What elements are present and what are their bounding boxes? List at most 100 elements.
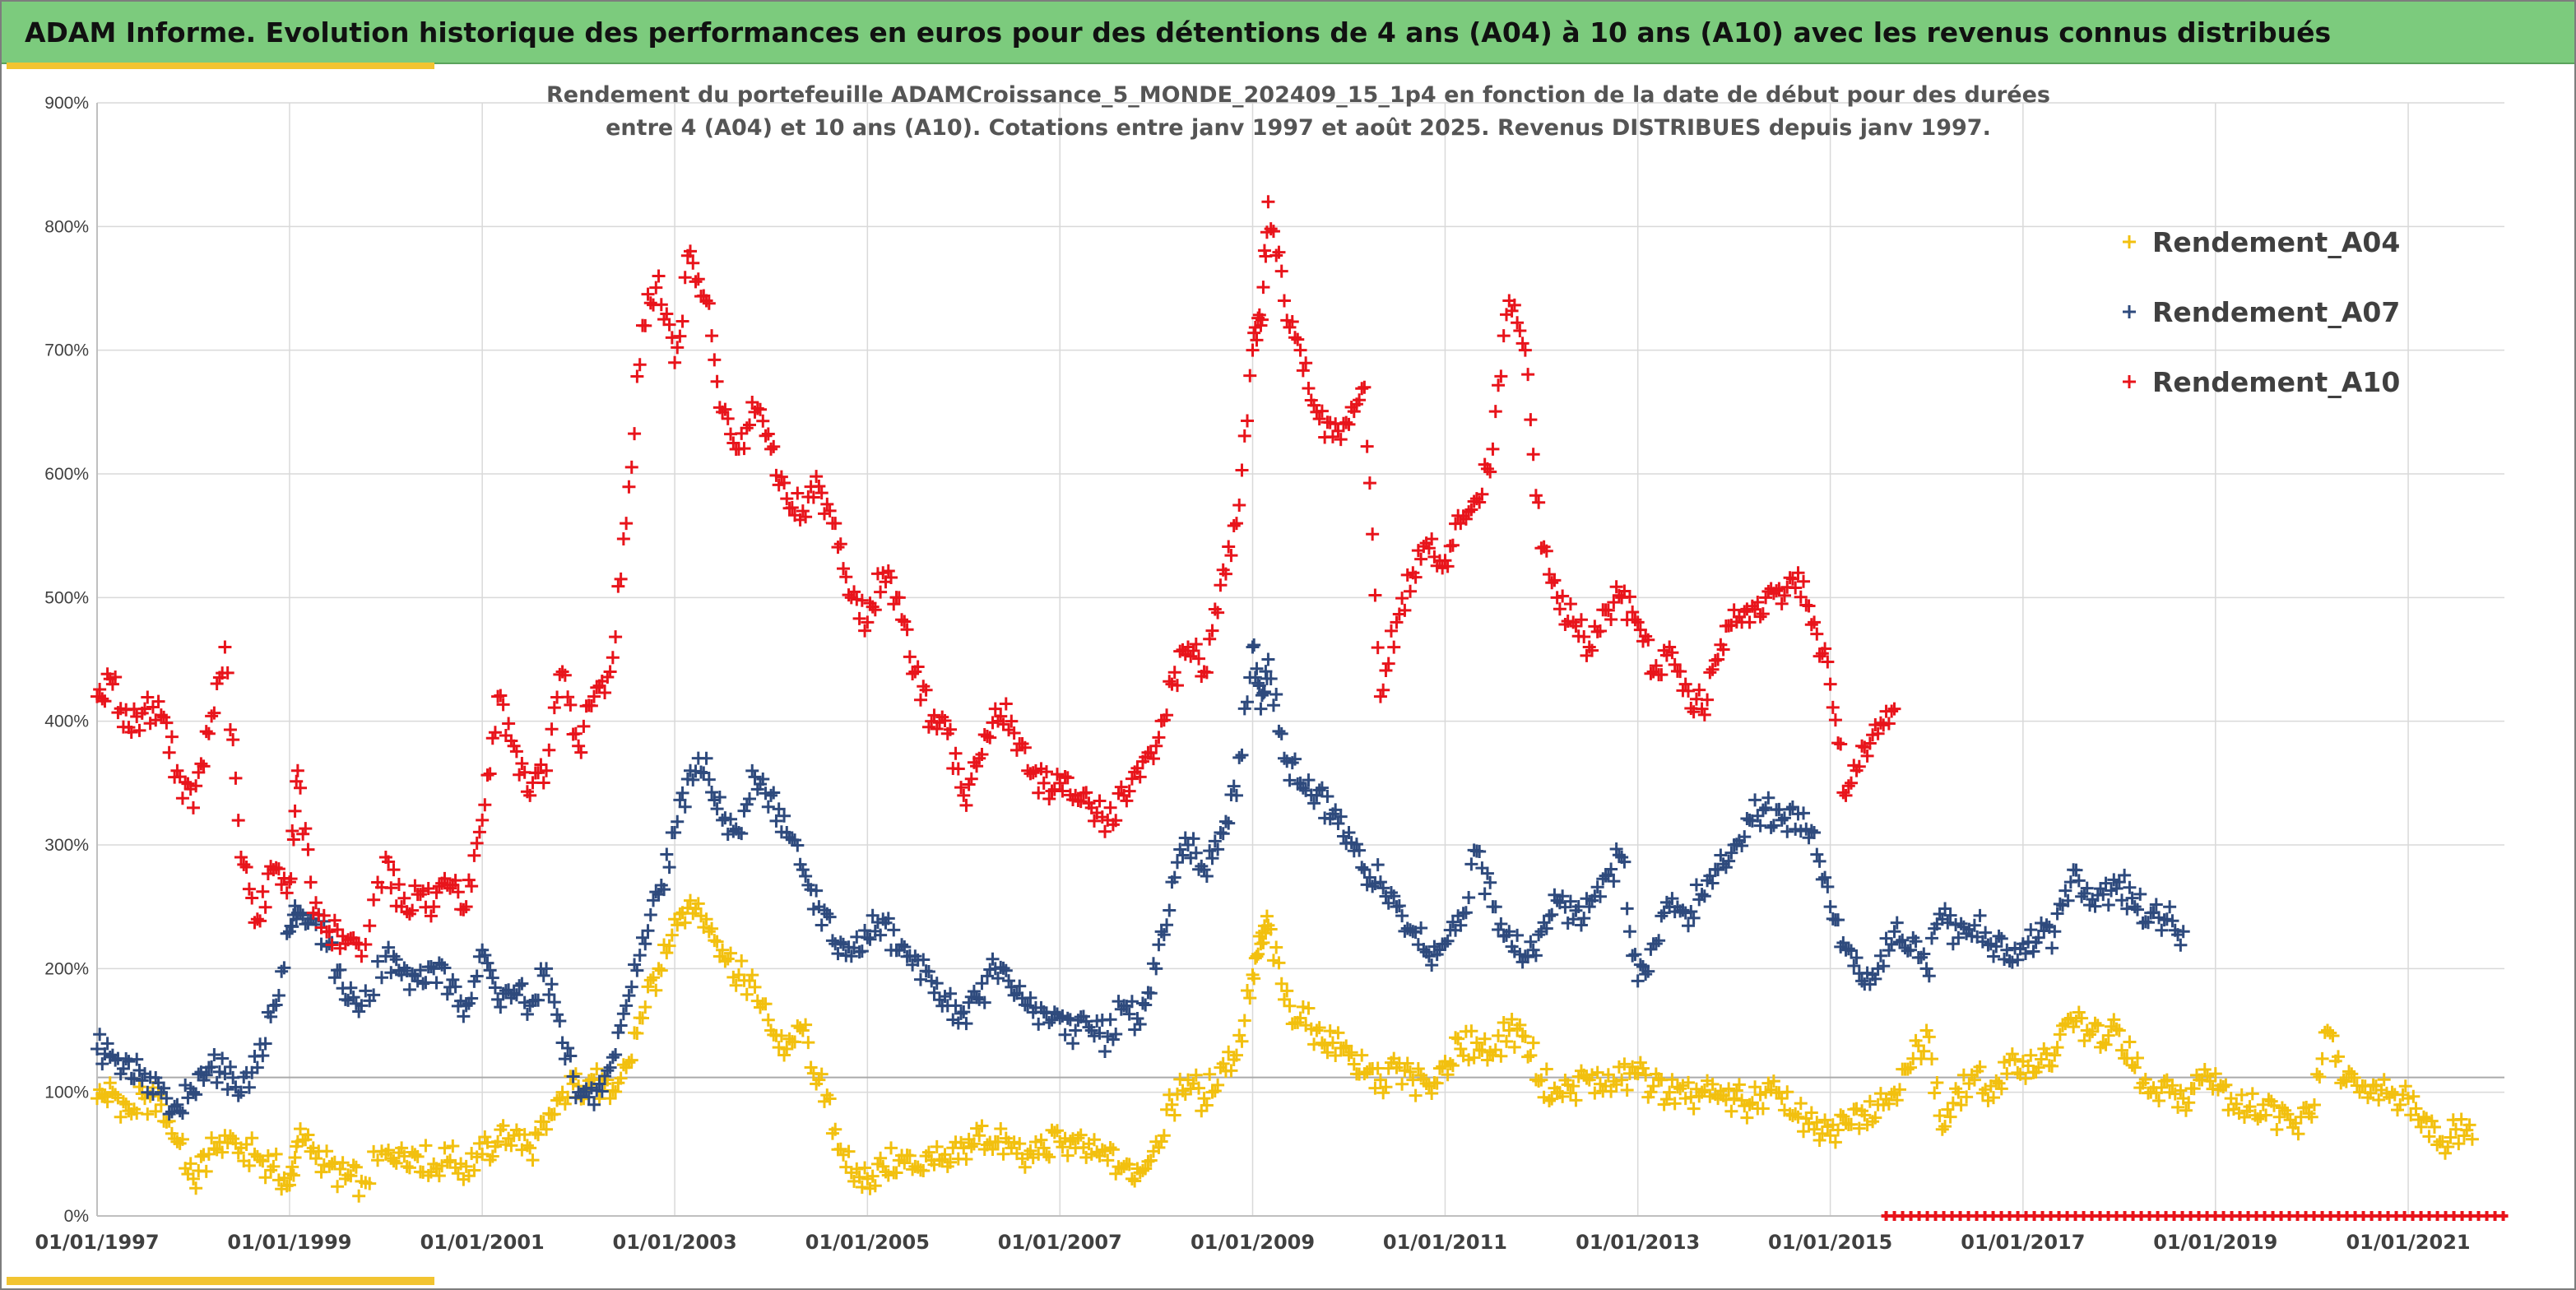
rendement-a07-point <box>675 786 689 800</box>
rendement-a10-point <box>1486 442 1500 456</box>
rendement-a10-point <box>1264 222 1278 236</box>
rendement-a07-point <box>917 953 931 967</box>
rendement-a04-point <box>2452 1137 2466 1151</box>
rendement-a04-point <box>2208 1067 2222 1081</box>
rendement-a04-point <box>397 1149 411 1163</box>
rendement-a07-point <box>913 972 927 986</box>
rendement-a07-point <box>536 968 550 982</box>
rendement-a10-point <box>988 702 1002 716</box>
rendement-a10-point <box>1655 668 1669 682</box>
rendement-a04-point <box>2110 1022 2123 1036</box>
rendement-a10-point <box>616 531 630 545</box>
rendement-a10-point <box>737 442 751 456</box>
rendement-a04-point <box>1042 1150 1056 1164</box>
rendement-a04-point <box>1283 999 1297 1013</box>
rendement-a10-point <box>223 723 237 737</box>
rendement-a10-point <box>429 885 443 899</box>
rendement-a04-point <box>2031 1060 2045 1074</box>
rendement-a07-point <box>1371 858 1385 872</box>
rendement-a07-point <box>975 977 989 991</box>
rendement-a07-point <box>1896 933 1910 947</box>
rendement-a07-point <box>1622 925 1636 939</box>
baseline-point <box>2366 1211 2377 1221</box>
rendement-a10-point <box>465 879 479 893</box>
rendement-a04-point <box>1668 1097 1682 1111</box>
rendement-a04-point <box>1719 1093 1733 1107</box>
rendement-a07-point <box>769 814 783 828</box>
rendement-a04-point <box>2347 1070 2361 1084</box>
rendement-a07-point <box>799 870 813 884</box>
rendement-a04-point <box>1411 1061 1425 1075</box>
rendement-a10-point <box>1425 532 1439 546</box>
rendement-a07-point <box>1618 855 1631 869</box>
rendement-a04-point <box>1665 1073 1679 1087</box>
rendement-a07-point <box>1943 908 1957 922</box>
rendement-a07-point <box>2040 918 2054 932</box>
baseline-point <box>2062 1211 2072 1221</box>
rendement-a10-point <box>231 814 245 828</box>
rendement-a04-point <box>518 1128 531 1142</box>
rendement-a04-point <box>1740 1111 1754 1125</box>
rendement-a10-point <box>485 731 499 745</box>
rendement-a07-point <box>735 827 749 841</box>
rendement-a10-point <box>1261 195 1275 209</box>
rendement-a04-point <box>1061 1148 1074 1162</box>
baseline-point <box>2161 1211 2171 1221</box>
chart-title: Rendement du portefeuille ADAMCroissance… <box>546 82 2050 141</box>
rendement-a04-point <box>1858 1108 1872 1122</box>
rendement-a07-point <box>977 995 991 1009</box>
rendement-a04-point <box>735 954 749 968</box>
rendement-a04-point <box>972 1129 986 1143</box>
rendement-a07-point <box>697 766 711 780</box>
rendement-a10-point <box>1628 613 1642 627</box>
rendement-a10-point <box>1404 584 1418 598</box>
rendement-a04-point <box>1766 1074 1780 1088</box>
rendement-a04-point <box>95 1088 109 1102</box>
rendement-a07-point <box>1246 640 1260 654</box>
rendement-a10-point <box>476 813 490 827</box>
legend-label-rendement-a10: Rendement_A10 <box>2152 366 2400 398</box>
rendement-a04-point <box>1659 1093 1673 1107</box>
rendement-a10-point <box>1887 702 1901 716</box>
rendement-a10-point <box>1607 596 1621 610</box>
rendement-a07-point <box>1250 661 1264 675</box>
rendement-a07-point <box>2155 923 2169 937</box>
rendement-a10-point <box>1098 824 1112 838</box>
rendement-a07-point <box>1109 1028 1123 1041</box>
rendement-a10-point <box>1804 618 1818 632</box>
rendement-a10-point <box>810 470 824 484</box>
rendement-a10-point <box>1288 331 1302 345</box>
rendement-a10-point <box>194 757 208 771</box>
rendement-a10-point <box>459 900 473 914</box>
title-banner: ADAM Informe. Evolution historique des p… <box>2 2 2574 64</box>
rendement-a07-point <box>699 751 713 765</box>
rendement-a10-point <box>1673 665 1687 679</box>
rendement-a04-point <box>282 1178 296 1192</box>
rendement-a10-point <box>488 726 502 740</box>
rendement-a04-point <box>1451 1032 1465 1046</box>
page-title: ADAM Informe. Evolution historique des p… <box>25 16 2332 49</box>
rendement-a07-point <box>657 883 671 897</box>
rendement-a04-point <box>1863 1094 1877 1108</box>
rendement-a10-point <box>1360 439 1374 453</box>
rendement-a04-point <box>2096 1036 2110 1050</box>
rendement-a10-point <box>523 788 537 802</box>
rendement-a07-point <box>1563 894 1577 908</box>
rendement-a04-point <box>1722 1082 1736 1096</box>
rendement-a04-point <box>1203 1067 1217 1081</box>
baseline-point <box>2095 1211 2105 1221</box>
rendement-a10-point <box>1818 642 1832 656</box>
rendement-a10-point <box>884 571 898 585</box>
rendement-a10-point <box>1026 766 1040 780</box>
rendement-a07-point <box>2019 947 2033 961</box>
rendement-a10-point <box>205 709 219 723</box>
rendement-a10-point <box>1272 245 1286 259</box>
rendement-a07-point <box>231 1088 245 1102</box>
rendement-a07-point <box>387 949 401 963</box>
rendement-a04-point <box>1566 1079 1580 1093</box>
rendement-a04-point <box>2123 1035 2137 1049</box>
rendement-a07-point <box>389 953 403 967</box>
rendement-a04-point <box>2281 1107 2295 1121</box>
baseline-point <box>1938 1211 1949 1221</box>
rendement-a10-point <box>207 706 221 720</box>
